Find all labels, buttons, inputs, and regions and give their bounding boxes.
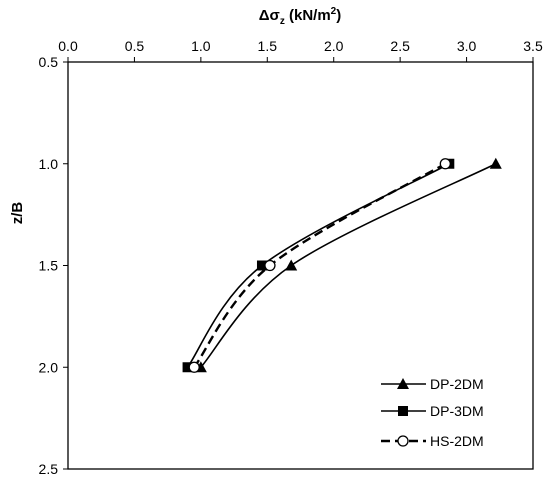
x-tick-label: 3.5	[523, 38, 543, 54]
x-tick-label: 0.5	[125, 38, 145, 54]
data-point-hs-2dm	[188, 361, 200, 373]
legend-marker-hs-2dm	[397, 435, 409, 447]
legend-label-dp-3dm: DP-3DM	[430, 403, 484, 419]
x-axis-title: Δσz (kN/m2)	[259, 6, 341, 27]
y-axis-title: z/B	[9, 202, 26, 225]
x-tick-label: 2.0	[324, 38, 344, 54]
series-line-hs-2dm	[193, 162, 446, 368]
x-tick-label: 3.0	[457, 38, 477, 54]
x-tick-label: 1.0	[191, 38, 211, 54]
data-point-dp-2dm	[489, 157, 502, 169]
y-tick-label: 2.0	[39, 359, 59, 375]
data-point-dp-3dm	[182, 362, 193, 373]
series-line-dp-3dm	[186, 163, 450, 368]
legend-label-hs-2dm: HS-2DM	[430, 433, 484, 449]
x-tick-label: 2.5	[390, 38, 410, 54]
y-tick-label: 0.5	[39, 54, 59, 70]
legend-marker-dp-3dm	[398, 406, 408, 416]
legend-marker-dp-2dm	[397, 378, 409, 389]
x-tick-label: 0.0	[58, 38, 78, 54]
y-tick-label: 1.0	[39, 156, 59, 172]
series-line-dp-2dm	[200, 163, 497, 368]
y-tick-label: 1.5	[39, 258, 59, 274]
data-point-dp-2dm	[285, 259, 298, 271]
y-tick-label: 2.5	[39, 461, 59, 477]
data-point-hs-2dm	[439, 158, 451, 170]
data-point-hs-2dm	[264, 259, 276, 272]
data-point-dp-3dm	[256, 260, 267, 271]
legend-label-dp-2dm: DP-2DM	[430, 376, 484, 392]
x-tick-label: 1.5	[258, 38, 278, 54]
